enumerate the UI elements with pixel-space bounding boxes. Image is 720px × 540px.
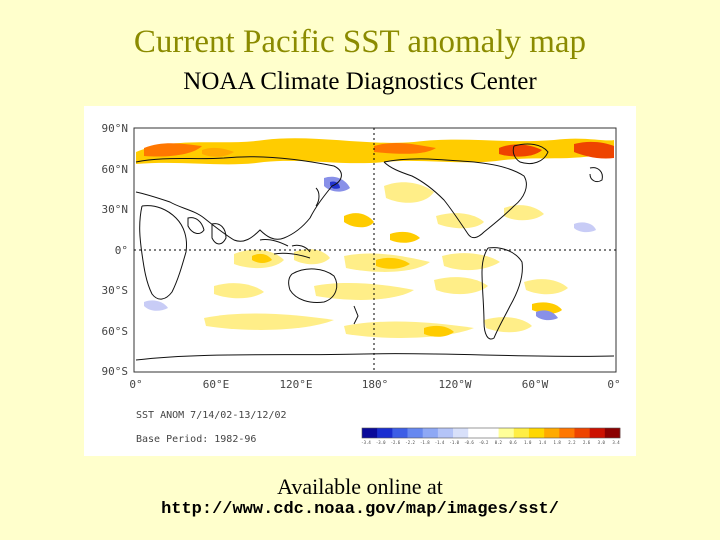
anomaly-shading <box>136 138 614 338</box>
colorbar-swatch <box>528 428 545 438</box>
map-base-period-label: Base Period: 1982-96 <box>136 434 256 445</box>
lat-label: 60°S <box>102 325 129 338</box>
colorbar-tick-label: -1.8 <box>420 440 430 445</box>
lat-label: 60°N <box>102 163 129 176</box>
colorbar-tick-label: -0.2 <box>479 440 489 445</box>
lon-label: 0° <box>607 378 620 391</box>
colorbar-swatch <box>392 428 408 438</box>
colorbar-tick-label: 3.4 <box>612 440 620 445</box>
colorbar-swatch <box>498 428 515 438</box>
colorbar-tick-label: 2.2 <box>568 440 576 445</box>
lon-label: 120°E <box>279 378 312 391</box>
colorbar-tick-label: 2.6 <box>583 440 591 445</box>
colorbar-swatch <box>468 428 484 438</box>
colorbar-tick-label: -3.4 <box>361 440 371 445</box>
lat-label: 30°N <box>102 203 129 216</box>
colorbar-swatch <box>574 428 590 438</box>
colorbar-tick-label: -1.4 <box>435 440 445 445</box>
colorbar-tick-label: 0.6 <box>509 440 517 445</box>
slide-title: Current Pacific SST anomaly map <box>133 24 587 60</box>
colorbar-tick-label: 1.4 <box>539 440 547 445</box>
lon-label: 120°W <box>438 378 471 391</box>
colorbar-swatch <box>453 428 469 438</box>
colorbar-swatch <box>513 428 530 438</box>
lat-label: 90°N <box>102 122 129 135</box>
lat-label: 90°S <box>102 365 129 378</box>
colorbar-swatch <box>604 428 621 438</box>
colorbar-swatch <box>362 428 378 438</box>
colorbar-tick-label: 1.0 <box>524 440 532 445</box>
colorbar-tick-label: -2.2 <box>405 440 415 445</box>
colorbar-tick-label: 3.0 <box>598 440 606 445</box>
colorbar-tick-label: -3.0 <box>376 440 386 445</box>
lon-label: 60°E <box>203 378 230 391</box>
colorbar-frame <box>361 427 621 439</box>
sst-anomaly-map: 90°N 60°N 30°N 0° 30°S 60°S 90°S 0° 60°E… <box>102 122 621 445</box>
colorbar-swatch <box>589 428 606 438</box>
lat-label: 0° <box>115 244 128 257</box>
lon-label: 60°W <box>522 378 549 391</box>
longitude-labels: 0° 60°E 120°E 180° 120°W 60°W 0° <box>129 378 620 391</box>
colorbar-tick-label: -1.0 <box>449 440 459 445</box>
colorbar-tick-label: 1.8 <box>554 440 562 445</box>
map-period-label: SST ANOM 7/14/02-13/12/02 <box>136 410 287 421</box>
colorbar-swatch <box>377 428 393 438</box>
lat-label: 30°S <box>102 284 129 297</box>
source-url[interactable]: http://www.cdc.noaa.gov/map/images/sst/ <box>161 500 559 519</box>
colorbar-tick-label: -2.6 <box>391 440 401 445</box>
colorbar-swatch <box>559 428 575 438</box>
slide-subtitle: NOAA Climate Diagnostics Center <box>183 68 537 95</box>
colorbar-tick-label: -0.6 <box>464 440 474 445</box>
latitude-labels: 90°N 60°N 30°N 0° 30°S 60°S 90°S <box>102 122 129 378</box>
lon-label: 180° <box>362 378 389 391</box>
colorbar-swatch <box>544 428 560 438</box>
colorbar-swatch <box>483 428 499 438</box>
colorbar-tick-label: 0.2 <box>495 440 503 445</box>
colorbar: -3.4 -3.0 -2.6 -2.2 -1.8 -1.4 -1.0 -0.6 -0.2 0.2 0… <box>361 427 621 445</box>
lon-label: 0° <box>129 378 142 391</box>
sst-anomaly-map-panel: 90°N 60°N 30°N 0° 30°S 60°S 90°S 0° 60°E… <box>84 106 636 456</box>
colorbar-swatch <box>407 428 424 438</box>
colorbar-swatch <box>422 428 439 438</box>
colorbar-swatch <box>437 428 454 438</box>
available-online-text: Available online at <box>277 474 443 499</box>
coastline-outlines <box>135 143 615 361</box>
